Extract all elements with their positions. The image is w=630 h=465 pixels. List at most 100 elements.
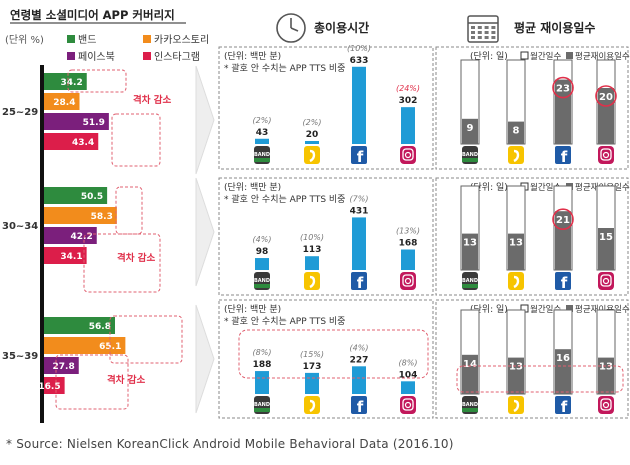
gap-label-2: 격차 감소 <box>107 374 146 386</box>
band-icon: BAND <box>462 272 478 290</box>
coverage-bar <box>44 247 87 264</box>
tts-share: (4%) <box>350 343 369 352</box>
coverage-value: 56.8 <box>89 322 111 332</box>
tts-highlight-box <box>238 329 429 379</box>
tts-unit-label: (단위: 백만 분) <box>224 304 281 315</box>
kakaostory-icon <box>304 396 320 414</box>
tts-bar <box>401 249 415 270</box>
tts-value: 20 <box>306 130 319 140</box>
legend-label-0: 밴드 <box>78 34 96 46</box>
tts-share: (15%) <box>300 350 324 359</box>
coverage-value: 50.5 <box>81 192 103 202</box>
tts-bar <box>255 371 269 394</box>
calendar-frame <box>467 15 499 43</box>
facebook-icon: f <box>351 272 367 292</box>
avg-days-bar <box>598 88 614 144</box>
avg-days-value: 16 <box>556 353 570 364</box>
chevron-arrow <box>195 65 215 175</box>
tts-unit-label: (단위: 백만 분) <box>224 51 281 62</box>
instagram-icon-lens <box>404 401 412 409</box>
unit-label: (단위 %) <box>5 33 44 46</box>
coverage-bar <box>44 377 65 394</box>
tts-share: (10%) <box>347 44 371 53</box>
instagram-icon <box>400 146 416 164</box>
calendar-cell <box>471 36 475 39</box>
kakaostory-icon-mark <box>513 399 520 413</box>
instagram-icon <box>598 272 614 290</box>
avg-days-value: 23 <box>556 84 570 95</box>
left-panel-title: 연령별 소셜미디어 APP 커버리지 <box>10 8 175 22</box>
tts-value: 227 <box>350 355 369 365</box>
kakaostory-icon <box>304 146 320 164</box>
facebook-icon-letter: f <box>561 148 568 166</box>
tts-value: 168 <box>399 239 418 249</box>
facebook-icon-bg <box>555 272 571 290</box>
avg-days-bar <box>555 349 571 394</box>
calendar-icon <box>467 15 499 43</box>
avg-days-bar <box>508 121 524 144</box>
coverage-value: 51.9 <box>83 118 105 128</box>
legend-swatch-3 <box>143 52 151 60</box>
instagram-icon-lens <box>602 401 610 409</box>
kakaostory-icon-bg <box>508 396 524 414</box>
tts-value: 302 <box>399 96 418 106</box>
tts-value: 173 <box>303 362 322 372</box>
instagram-icon-lens <box>602 151 610 159</box>
band-icon: BAND <box>462 146 478 164</box>
kakaostory-icon-mark <box>309 275 316 289</box>
avg-days-bar <box>598 357 614 394</box>
tts-panel-frame <box>218 299 434 419</box>
tts-panel-frame <box>218 46 434 170</box>
chevron-arrow <box>195 304 215 414</box>
avg-days-bar <box>508 233 524 270</box>
legend-monthly-label: 월간일수 <box>530 182 561 193</box>
facebook-icon: f <box>351 396 367 416</box>
avg-days-value: 13 <box>463 238 477 249</box>
band-icon-stripe <box>462 408 478 412</box>
legend-label-2: 페이스북 <box>78 51 115 63</box>
legend-avg-label: 평균재이용일수 <box>575 51 630 62</box>
gap-label-1: 격차 감소 <box>117 252 156 264</box>
tts-value: 113 <box>303 245 322 255</box>
facebook-icon-letter: f <box>357 398 364 416</box>
legend-swatch-2 <box>67 52 75 60</box>
legend-monthly-swatch <box>520 51 529 60</box>
instagram-icon-frame <box>402 274 414 287</box>
instagram-icon-frame <box>600 398 612 411</box>
calendar-cell <box>484 26 489 29</box>
calendar-cell <box>471 31 475 34</box>
highlight-circle <box>595 85 617 107</box>
legend-avg-swatch <box>566 305 573 312</box>
band-icon-stripe <box>254 284 270 288</box>
instagram-icon <box>598 146 614 164</box>
facebook-icon-letter: f <box>561 398 568 416</box>
instagram-icon <box>400 272 416 290</box>
avg-days-value: 14 <box>463 359 477 370</box>
tts-share: (8%) <box>253 348 272 357</box>
kakaostory-icon-mark <box>513 275 520 289</box>
tts-bar <box>255 138 269 144</box>
instagram-icon-frame <box>402 398 414 411</box>
tts-panel-frame <box>218 177 434 296</box>
tts-share: (8%) <box>399 358 418 367</box>
calendar-cell <box>491 36 496 39</box>
avg-days-bar <box>508 357 524 394</box>
days-unit-label: (단위: 일) <box>470 304 508 315</box>
tts-value: 98 <box>256 247 269 257</box>
calendar-cell <box>477 31 482 34</box>
band-icon-stripe <box>254 408 270 412</box>
calendar-cell <box>471 26 475 29</box>
coverage-value: 42.2 <box>71 232 93 242</box>
highlight-circle <box>552 208 574 230</box>
band-icon-text: BAND <box>254 402 270 408</box>
kakaostory-icon-bg <box>304 396 320 414</box>
coverage-value: 34.2 <box>61 78 83 88</box>
days-panel-frame <box>435 46 629 170</box>
tts-share: (7%) <box>350 194 369 203</box>
gap-label-0: 격차 감소 <box>133 94 172 106</box>
band-icon-stripe <box>254 158 270 162</box>
kakaostory-icon-mark <box>309 149 316 163</box>
avg-days-value: 15 <box>599 232 613 243</box>
avg-days-bar <box>555 211 571 270</box>
band-icon: BAND <box>254 272 270 290</box>
